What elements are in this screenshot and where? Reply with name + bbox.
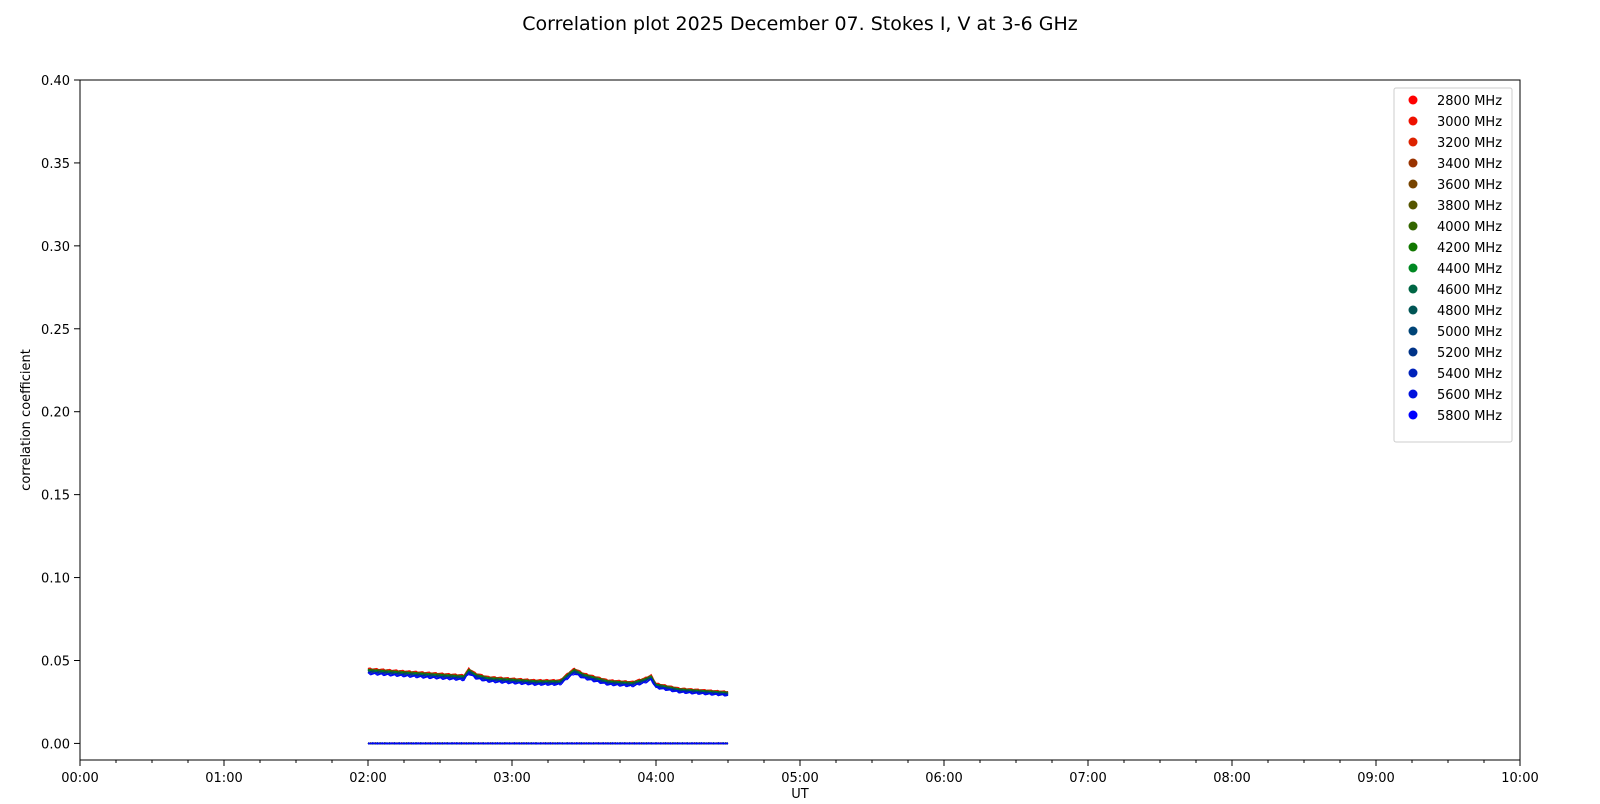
legend-label: 5600 MHz	[1437, 388, 1502, 403]
x-tick-label: 00:00	[61, 771, 98, 786]
legend-marker	[1408, 326, 1418, 336]
legend-marker	[1408, 284, 1418, 294]
y-tick-label: 0.40	[41, 74, 70, 89]
chart-title: Correlation plot 2025 December 07. Stoke…	[522, 13, 1077, 35]
legend-label: 5200 MHz	[1437, 346, 1502, 361]
legend-marker	[1408, 158, 1418, 168]
legend-marker	[1408, 410, 1418, 420]
stokes-v-line	[367, 742, 729, 745]
series-3800-mhz	[367, 668, 729, 745]
legend-label: 5000 MHz	[1437, 325, 1502, 340]
legend-label: 2800 MHz	[1437, 94, 1502, 109]
legend-marker	[1408, 389, 1418, 399]
legend-marker	[1408, 263, 1418, 273]
legend-label: 3200 MHz	[1437, 136, 1502, 151]
x-tick-label: 02:00	[349, 771, 386, 786]
x-tick-label: 09:00	[1357, 771, 1394, 786]
x-tick-label: 07:00	[1069, 771, 1106, 786]
series-layer	[367, 666, 729, 745]
legend-marker	[1408, 95, 1418, 105]
legend-label: 3600 MHz	[1437, 178, 1502, 193]
legend-label: 4400 MHz	[1437, 262, 1502, 277]
x-tick-label: 06:00	[925, 771, 962, 786]
legend-marker	[1408, 305, 1418, 315]
x-tick-label: 05:00	[781, 771, 818, 786]
legend-label: 3000 MHz	[1437, 115, 1502, 130]
x-tick-label: 04:00	[637, 771, 674, 786]
legend-label: 5400 MHz	[1437, 367, 1502, 382]
legend-label: 5800 MHz	[1437, 409, 1502, 424]
x-tick-label: 08:00	[1213, 771, 1250, 786]
stokes-i-line	[367, 671, 729, 697]
legend-label: 4000 MHz	[1437, 220, 1502, 235]
y-tick-label: 0.25	[41, 323, 70, 338]
legend-marker	[1408, 368, 1418, 378]
legend-label: 4200 MHz	[1437, 241, 1502, 256]
y-tick-label: 0.10	[41, 572, 70, 587]
legend-marker	[1408, 137, 1418, 147]
legend-marker	[1408, 347, 1418, 357]
y-tick-label: 0.15	[41, 489, 70, 504]
y-axis-label: correlation coefficient	[19, 349, 34, 491]
axes-layer: 00:00 01:00 02:00 03:00 04:00 05:00 06:00 07:00…	[41, 74, 1539, 786]
legend-label: 3800 MHz	[1437, 199, 1502, 214]
y-tick-label: 0.05	[41, 654, 70, 669]
legend-marker	[1408, 116, 1418, 126]
legend-box	[1393, 87, 1513, 443]
stokes-i-line	[367, 672, 729, 697]
series-2800-mhz	[367, 666, 729, 745]
y-tick-label: 0.00	[41, 737, 70, 752]
legend-label: 3400 MHz	[1437, 157, 1502, 172]
x-tick-label: 03:00	[493, 771, 530, 786]
y-tick-label: 0.30	[41, 240, 70, 255]
y-tick-label: 0.35	[41, 157, 70, 172]
legend-marker	[1408, 179, 1418, 189]
legend-marker	[1408, 221, 1418, 231]
x-tick-label: 10:00	[1501, 771, 1538, 786]
x-axis-label: UT	[791, 787, 809, 800]
series-4000-mhz	[367, 668, 729, 745]
y-tick-label: 0.20	[41, 406, 70, 421]
legend-marker	[1408, 200, 1418, 210]
legend-label: 4600 MHz	[1437, 283, 1502, 298]
legend: 2800 MHz 3000 MHz 3200 MHz 3400 MHz 3600 MHz…	[1393, 87, 1513, 443]
legend-label: 4800 MHz	[1437, 304, 1502, 319]
x-tick-label: 01:00	[205, 771, 242, 786]
series-5800-mhz	[367, 672, 729, 745]
plot-frame	[79, 79, 1521, 761]
series-5200-mhz	[367, 670, 729, 745]
legend-marker	[1408, 242, 1418, 252]
